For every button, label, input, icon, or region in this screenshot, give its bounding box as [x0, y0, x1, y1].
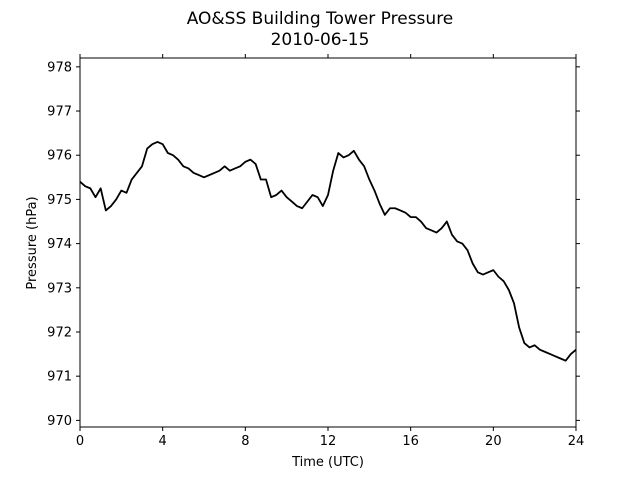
y-axis-ticks: 970 971 972 973 974 975 976 977 978: [47, 60, 580, 429]
y-tick-label: 970: [47, 414, 72, 429]
y-tick-label: 975: [47, 193, 72, 208]
x-tick-label: 24: [568, 434, 585, 449]
y-tick-label: 977: [47, 105, 72, 120]
x-axis-label: Time (UTC): [291, 455, 364, 470]
y-tick-label: 972: [47, 325, 72, 340]
y-tick-label: 973: [47, 281, 72, 296]
y-tick-label: 974: [47, 237, 72, 252]
x-tick-label: 4: [159, 434, 167, 449]
x-tick-label: 12: [320, 434, 337, 449]
x-tick-label: 20: [485, 434, 502, 449]
y-tick-label: 971: [47, 370, 72, 385]
x-axis-ticks: 0 4 8 12 16 20 24: [76, 54, 584, 449]
y-axis-label: Pressure (hPa): [25, 196, 40, 289]
x-tick-label: 8: [241, 434, 249, 449]
pressure-line: [79, 141, 577, 362]
chart-title: AO&SS Building Tower Pressure: [187, 9, 454, 29]
y-tick-label: 976: [47, 149, 72, 164]
plot-frame: [79, 57, 577, 428]
y-tick-label: 978: [47, 60, 72, 75]
chart-subtitle: 2010-06-15: [271, 30, 370, 50]
x-tick-label: 0: [76, 434, 84, 449]
x-tick-label: 16: [402, 434, 419, 449]
